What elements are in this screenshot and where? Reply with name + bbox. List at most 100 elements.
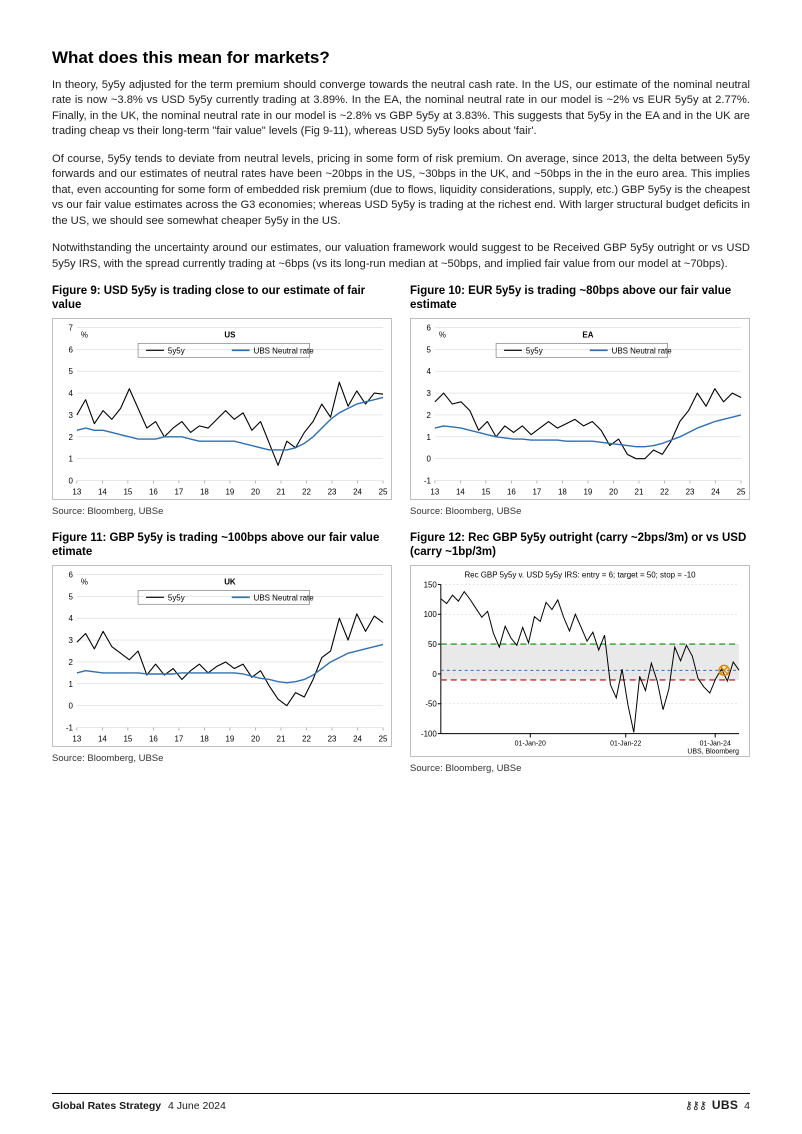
- svg-text:13: 13: [72, 734, 81, 743]
- svg-text:23: 23: [686, 487, 695, 496]
- svg-text:1: 1: [68, 455, 73, 464]
- chart-spread: Rec GBP 5y5y v. USD 5y5y IRS: entry = 6;…: [410, 565, 750, 757]
- svg-text:UBS, Bloomberg: UBS, Bloomberg: [687, 748, 739, 755]
- svg-text:20: 20: [251, 487, 260, 496]
- svg-text:18: 18: [200, 734, 209, 743]
- svg-text:5y5y: 5y5y: [526, 346, 543, 355]
- svg-text:%: %: [439, 330, 446, 339]
- svg-text:1: 1: [426, 433, 431, 442]
- svg-text:-100: -100: [421, 730, 437, 739]
- svg-text:%: %: [81, 330, 88, 339]
- svg-text:20: 20: [251, 734, 260, 743]
- svg-text:0: 0: [432, 670, 437, 679]
- svg-text:5y5y: 5y5y: [168, 346, 185, 355]
- page: What does this mean for markets? In theo…: [0, 0, 802, 1134]
- svg-text:1: 1: [68, 680, 73, 689]
- svg-text:5: 5: [68, 367, 73, 376]
- figure-source: Source: Bloomberg, UBSe: [52, 506, 392, 517]
- chart-ea: -1012345613141516171819202122232425%EA5y…: [410, 318, 750, 500]
- figures-grid: Figure 9: USD 5y5y is trading close to o…: [52, 284, 750, 774]
- svg-text:50: 50: [428, 640, 437, 649]
- svg-text:14: 14: [456, 487, 465, 496]
- svg-text:17: 17: [174, 734, 183, 743]
- figure-11: Figure 11: GBP 5y5y is trading ~100bps a…: [52, 531, 392, 774]
- svg-text:15: 15: [481, 487, 490, 496]
- svg-text:01-Jan-22: 01-Jan-22: [610, 740, 641, 747]
- footer-left: Global Rates Strategy 4 June 2024: [52, 1100, 226, 1112]
- body-paragraph: In theory, 5y5y adjusted for the term pr…: [52, 78, 750, 140]
- svg-text:15: 15: [123, 734, 132, 743]
- svg-text:18: 18: [200, 487, 209, 496]
- svg-text:16: 16: [149, 734, 158, 743]
- svg-text:01-Jan-24: 01-Jan-24: [700, 740, 731, 747]
- svg-text:0: 0: [426, 455, 431, 464]
- svg-text:2: 2: [68, 658, 73, 667]
- svg-text:13: 13: [72, 487, 81, 496]
- svg-text:-1: -1: [66, 724, 74, 733]
- svg-text:21: 21: [277, 734, 286, 743]
- svg-text:4: 4: [68, 614, 73, 623]
- svg-text:2: 2: [68, 433, 73, 442]
- svg-text:3: 3: [426, 389, 431, 398]
- body-paragraph: Notwithstanding the uncertainty around o…: [52, 241, 750, 272]
- page-footer: Global Rates Strategy 4 June 2024 ⚷⚷⚷ UB…: [52, 1093, 750, 1112]
- figure-9: Figure 9: USD 5y5y is trading close to o…: [52, 284, 392, 517]
- page-number: 4: [744, 1100, 750, 1112]
- figure-title: Figure 9: USD 5y5y is trading close to o…: [52, 284, 392, 314]
- svg-text:UBS Neutral rate: UBS Neutral rate: [254, 593, 315, 602]
- svg-text:24: 24: [353, 487, 362, 496]
- svg-text:UK: UK: [224, 577, 236, 586]
- svg-text:5: 5: [68, 592, 73, 601]
- svg-text:13: 13: [430, 487, 439, 496]
- svg-text:21: 21: [277, 487, 286, 496]
- svg-text:17: 17: [532, 487, 541, 496]
- svg-text:5y5y: 5y5y: [168, 593, 185, 602]
- doc-date: 4 June 2024: [168, 1100, 226, 1112]
- svg-text:14: 14: [98, 487, 107, 496]
- section-heading: What does this mean for markets?: [52, 48, 750, 68]
- svg-text:%: %: [81, 577, 88, 586]
- svg-text:Rec GBP 5y5y v. USD 5y5y IRS:: Rec GBP 5y5y v. USD 5y5y IRS: entry = 6;…: [464, 570, 696, 579]
- svg-text:24: 24: [711, 487, 720, 496]
- figure-source: Source: Bloomberg, UBSe: [52, 753, 392, 764]
- svg-text:25: 25: [379, 487, 388, 496]
- svg-text:0: 0: [68, 477, 73, 486]
- svg-text:15: 15: [123, 487, 132, 496]
- svg-text:19: 19: [226, 487, 235, 496]
- svg-text:16: 16: [149, 487, 158, 496]
- doc-title: Global Rates Strategy: [52, 1100, 161, 1112]
- figure-source: Source: Bloomberg, UBSe: [410, 763, 750, 774]
- svg-text:23: 23: [328, 734, 337, 743]
- svg-text:0: 0: [68, 702, 73, 711]
- svg-text:20: 20: [609, 487, 618, 496]
- brand-logo: UBS: [712, 1098, 738, 1112]
- figure-12: Figure 12: Rec GBP 5y5y outright (carry …: [410, 531, 750, 774]
- svg-text:19: 19: [226, 734, 235, 743]
- svg-text:-50: -50: [425, 700, 437, 709]
- svg-text:24: 24: [353, 734, 362, 743]
- svg-text:5: 5: [426, 345, 431, 354]
- body-paragraph: Of course, 5y5y tends to deviate from ne…: [52, 152, 750, 229]
- svg-text:19: 19: [584, 487, 593, 496]
- svg-text:23: 23: [328, 487, 337, 496]
- svg-text:US: US: [224, 330, 235, 339]
- svg-text:2: 2: [426, 411, 431, 420]
- figure-title: Figure 10: EUR 5y5y is trading ~80bps ab…: [410, 284, 750, 314]
- figure-source: Source: Bloomberg, UBSe: [410, 506, 750, 517]
- svg-text:6: 6: [426, 323, 431, 332]
- ubs-keys-icon: ⚷⚷⚷: [685, 1101, 706, 1112]
- svg-text:6: 6: [68, 570, 73, 579]
- chart-us: 0123456713141516171819202122232425%US5y5…: [52, 318, 392, 500]
- svg-text:01-Jan-20: 01-Jan-20: [515, 740, 546, 747]
- svg-text:150: 150: [424, 580, 438, 589]
- svg-text:22: 22: [302, 734, 311, 743]
- svg-text:3: 3: [68, 411, 73, 420]
- figure-title: Figure 12: Rec GBP 5y5y outright (carry …: [410, 531, 750, 561]
- svg-text:4: 4: [68, 389, 73, 398]
- svg-text:17: 17: [174, 487, 183, 496]
- figure-10: Figure 10: EUR 5y5y is trading ~80bps ab…: [410, 284, 750, 517]
- svg-text:7: 7: [68, 323, 73, 332]
- svg-text:18: 18: [558, 487, 567, 496]
- svg-text:6: 6: [68, 345, 73, 354]
- svg-text:25: 25: [737, 487, 746, 496]
